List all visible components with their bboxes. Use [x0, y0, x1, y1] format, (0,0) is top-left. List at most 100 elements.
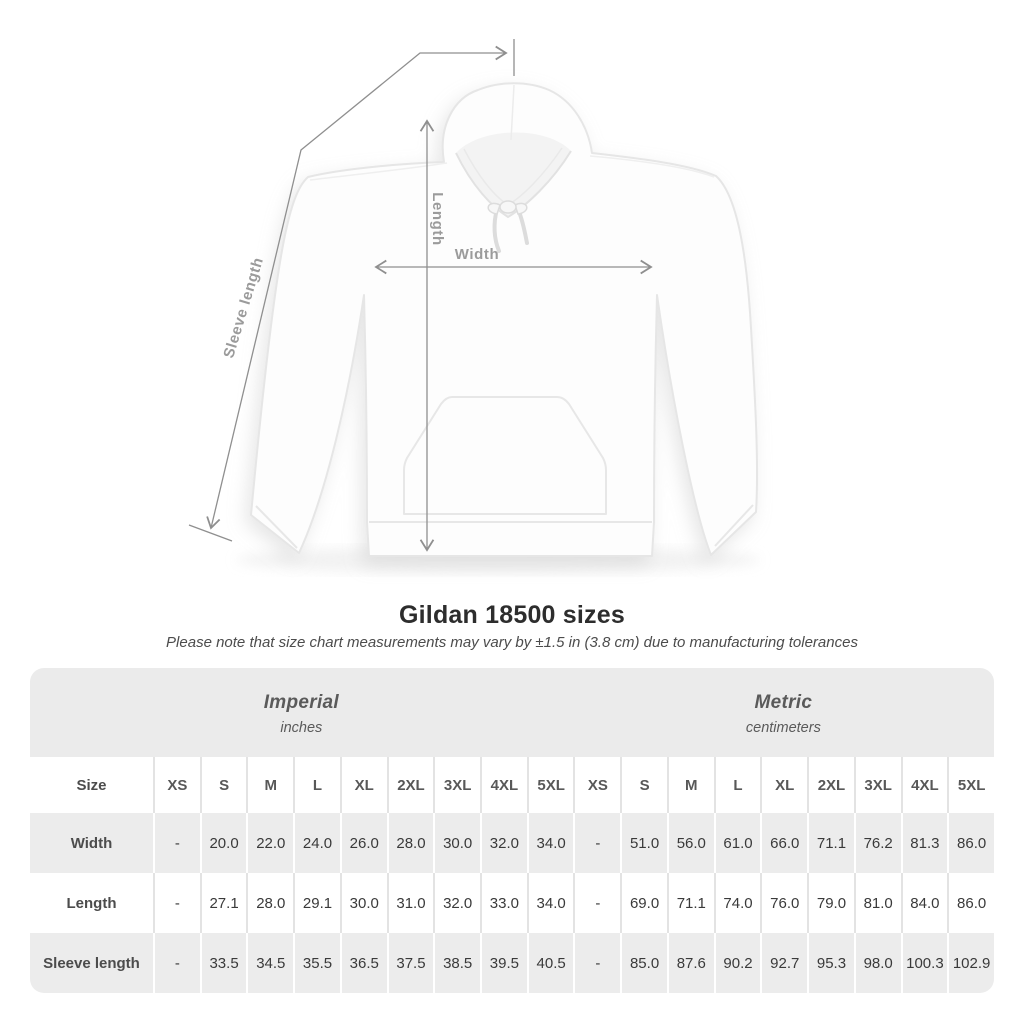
- sleeve-metric-2xl: 95.3: [807, 933, 854, 993]
- hoodie-illustration: Sleeve length Length Width: [188, 39, 760, 574]
- sleeve-metric-4xl: 100.3: [900, 933, 948, 993]
- kangaroo-pocket: [403, 396, 607, 515]
- right-shoulder-seam: [589, 155, 715, 178]
- width-metric-m: 56.0: [666, 813, 714, 873]
- size-col-header-metric-xs: XS: [573, 757, 620, 813]
- size-col-header-imperial-4xl: 4XL: [480, 757, 527, 813]
- size-table: Imperial inches Metric centimeters Size …: [30, 668, 994, 993]
- sleeve-imperial-s: 33.5: [199, 933, 247, 993]
- sleeve-metric-5xl: 102.9: [947, 933, 994, 993]
- imperial-group-header: Imperial inches: [30, 668, 573, 757]
- length-metric-xs: -: [573, 873, 620, 933]
- size-col-header-metric-4xl: 4XL: [900, 757, 948, 813]
- size-col-header-metric-s: S: [620, 757, 667, 813]
- right-cuff-seam: [714, 504, 754, 547]
- measurement-arrows: [188, 39, 653, 552]
- length-metric-2xl: 79.0: [807, 873, 854, 933]
- width-metric-5xl: 86.0: [947, 813, 994, 873]
- length-metric-4xl: 84.0: [900, 873, 948, 933]
- size-col-header-imperial-m: M: [246, 757, 293, 813]
- width-metric-xl: 66.0: [760, 813, 807, 873]
- sleeve-length-end-tick-bottom: [188, 524, 233, 542]
- length-metric-m: 71.1: [666, 873, 714, 933]
- length-label: Length: [429, 192, 446, 246]
- size-header-label: Size: [76, 776, 107, 794]
- hood-center-seam: [510, 84, 515, 141]
- hoodie-diagram: Sleeve length Length Width: [188, 39, 760, 574]
- width-label: Width: [455, 246, 500, 263]
- sleeve-imperial-4xl: 39.5: [480, 933, 527, 993]
- metric-group-header: Metric centimeters: [573, 668, 994, 757]
- sleeve-length-row-label: Sleeve length: [43, 954, 140, 972]
- width-metric-xs: -: [573, 813, 620, 873]
- width-imperial-2xl: 28.0: [386, 813, 434, 873]
- width-row-label: Width: [70, 834, 113, 852]
- width-imperial-s: 20.0: [199, 813, 247, 873]
- sleeve-imperial-l: 35.5: [293, 933, 340, 993]
- width-imperial-4xl: 32.0: [480, 813, 527, 873]
- sleeve-imperial-xl: 36.5: [339, 933, 387, 993]
- length-imperial-xs: -: [153, 873, 200, 933]
- length-metric-l: 74.0: [713, 873, 761, 933]
- size-col-header-imperial-s: S: [199, 757, 247, 813]
- width-metric-4xl: 81.3: [900, 813, 948, 873]
- sleeve-imperial-3xl: 38.5: [433, 933, 480, 993]
- size-col-header-imperial-2xl: 2XL: [386, 757, 434, 813]
- width-imperial-5xl: 34.0: [526, 813, 574, 873]
- sleeve-length-arrow: [206, 45, 508, 530]
- sleeve-metric-s: 85.0: [620, 933, 667, 993]
- length-imperial-5xl: 34.0: [526, 873, 574, 933]
- unit-group-header: Imperial inches Metric centimeters: [30, 668, 994, 757]
- length-metric-xl: 76.0: [760, 873, 807, 933]
- length-metric-3xl: 81.0: [853, 873, 901, 933]
- size-header-row: Size XS S M L XL 2XL 3XL 4XL 5XL XS S M …: [30, 757, 994, 813]
- sleeve-imperial-m: 34.5: [246, 933, 293, 993]
- width-imperial-3xl: 30.0: [433, 813, 480, 873]
- width-metric-2xl: 71.1: [807, 813, 854, 873]
- length-imperial-2xl: 31.0: [386, 873, 434, 933]
- metric-group-unit: centimeters: [745, 719, 821, 736]
- width-imperial-l: 24.0: [293, 813, 340, 873]
- width-imperial-xl: 26.0: [339, 813, 387, 873]
- sleeve-imperial-xs: -: [153, 933, 200, 993]
- width-metric-3xl: 76.2: [853, 813, 901, 873]
- tolerance-note: Please note that size chart measurements…: [166, 634, 858, 651]
- width-metric-s: 51.0: [620, 813, 667, 873]
- sleeve-metric-m: 87.6: [666, 933, 714, 993]
- sleeve-metric-l: 90.2: [713, 933, 761, 993]
- size-col-header-metric-5xl: 5XL: [947, 757, 994, 813]
- length-imperial-l: 29.1: [293, 873, 340, 933]
- size-col-header-metric-2xl: 2XL: [807, 757, 854, 813]
- size-col-header-metric-l: L: [713, 757, 761, 813]
- size-col-header-metric-xl: XL: [760, 757, 807, 813]
- width-metric-l: 61.0: [713, 813, 761, 873]
- size-col-header-imperial-5xl: 5XL: [526, 757, 574, 813]
- width-imperial-xs: -: [153, 813, 200, 873]
- hoodie-garment: [250, 82, 759, 557]
- sleeve-length-row: Sleeve length - 33.5 34.5 35.5 36.5 37.5…: [30, 933, 994, 993]
- length-row: Length - 27.1 28.0 29.1 30.0 31.0 32.0 3…: [30, 873, 994, 933]
- length-metric-5xl: 86.0: [947, 873, 994, 933]
- metric-group-title: Metric: [754, 691, 813, 713]
- size-col-header-metric-m: M: [666, 757, 714, 813]
- sleeve-imperial-2xl: 37.5: [386, 933, 434, 993]
- imperial-group-unit: inches: [280, 719, 323, 736]
- size-col-header-imperial-l: L: [293, 757, 340, 813]
- length-imperial-m: 28.0: [246, 873, 293, 933]
- length-imperial-4xl: 33.0: [480, 873, 527, 933]
- width-imperial-m: 22.0: [246, 813, 293, 873]
- sleeve-metric-xs: -: [573, 933, 620, 993]
- imperial-group-title: Imperial: [263, 691, 339, 713]
- sleeve-length-label: Sleeve length: [220, 255, 267, 360]
- size-col-header-metric-3xl: 3XL: [853, 757, 901, 813]
- length-metric-s: 69.0: [620, 873, 667, 933]
- sleeve-imperial-5xl: 40.5: [526, 933, 574, 993]
- sleeve-metric-3xl: 98.0: [853, 933, 901, 993]
- sleeve-metric-xl: 92.7: [760, 933, 807, 993]
- width-row: Width - 20.0 22.0 24.0 26.0 28.0 30.0 32…: [30, 813, 994, 873]
- page-title: Gildan 18500 sizes: [399, 601, 625, 629]
- size-col-header-imperial-xs: XS: [153, 757, 200, 813]
- length-row-label: Length: [66, 894, 117, 912]
- size-col-header-imperial-3xl: 3XL: [433, 757, 480, 813]
